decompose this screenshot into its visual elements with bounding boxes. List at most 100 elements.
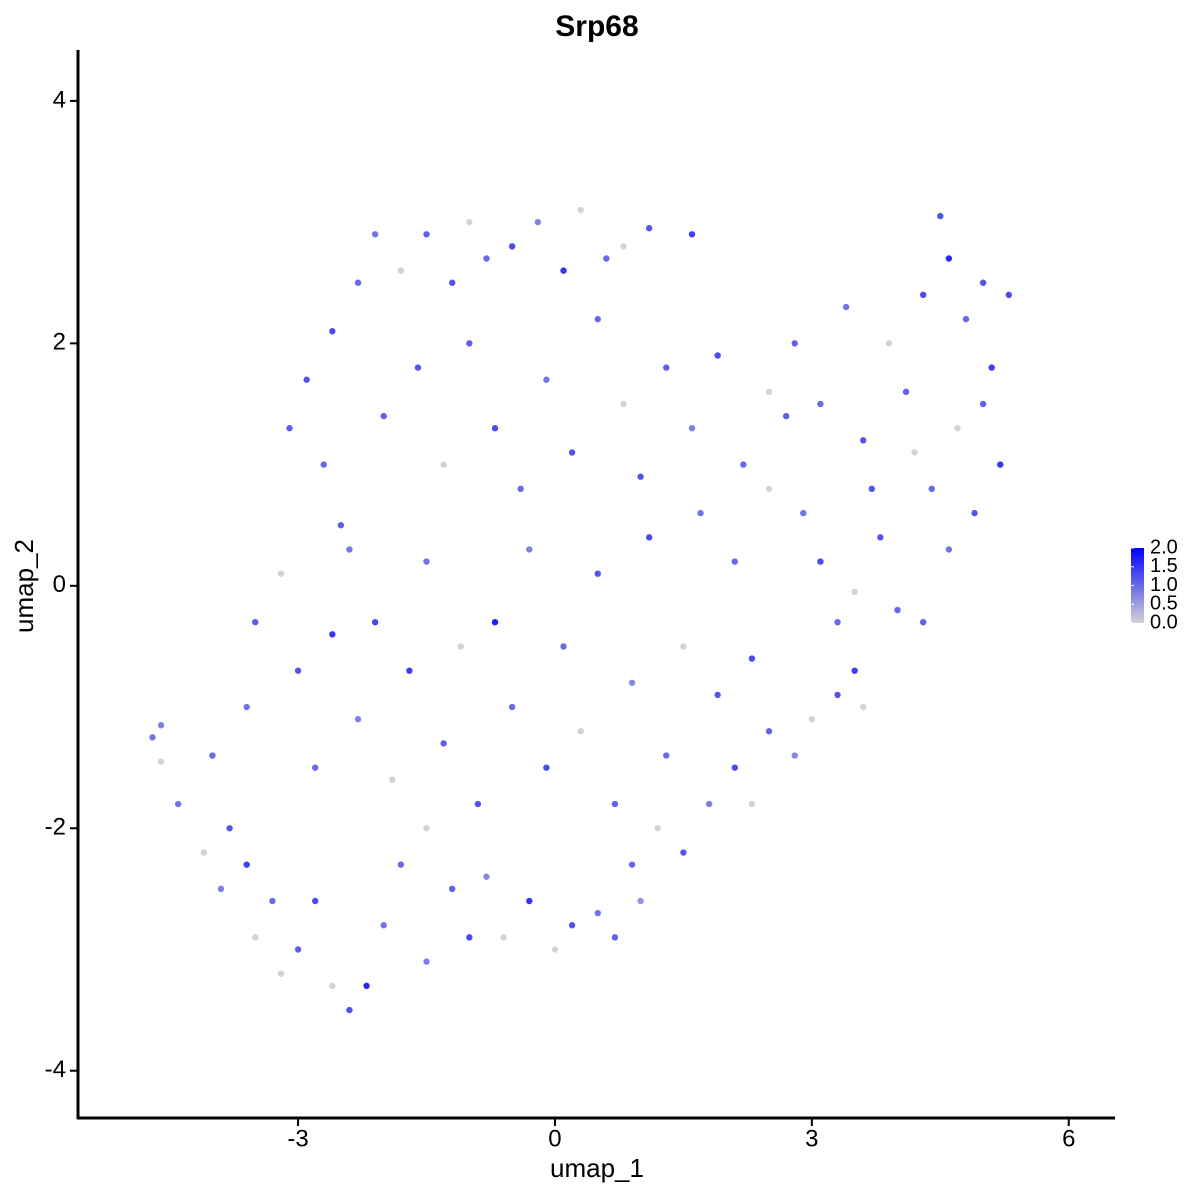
point: [423, 558, 430, 565]
point: [997, 461, 1004, 468]
point: [834, 691, 841, 699]
point: [380, 922, 387, 929]
point: [791, 340, 798, 347]
point: [337, 522, 345, 529]
point: [851, 667, 858, 674]
point: [919, 291, 927, 299]
point: [483, 873, 490, 880]
point: [397, 267, 405, 274]
point: [397, 861, 405, 868]
point: [414, 364, 422, 371]
point: [680, 643, 687, 650]
point: [611, 800, 619, 808]
point: [226, 825, 233, 832]
point: [560, 643, 567, 650]
point: [594, 315, 601, 323]
point: [252, 618, 259, 626]
y-tick-label: -4: [45, 1056, 66, 1083]
point: [294, 946, 302, 953]
point: [560, 267, 567, 274]
point: [800, 509, 807, 517]
point: [466, 218, 473, 226]
x-tick-label: 6: [1062, 1125, 1075, 1152]
point: [765, 388, 773, 396]
point: [868, 485, 876, 493]
point: [842, 303, 850, 311]
point: [466, 340, 473, 347]
point: [543, 764, 550, 771]
point: [568, 922, 576, 929]
y-tick-label: -2: [45, 814, 66, 841]
point: [979, 279, 987, 286]
point: [311, 764, 319, 771]
point: [423, 958, 430, 965]
point: [740, 461, 747, 468]
point: [354, 279, 362, 286]
point: [902, 388, 910, 396]
point: [988, 364, 995, 371]
point: [543, 376, 550, 383]
point: [945, 255, 953, 262]
point: [680, 849, 687, 856]
point: [508, 243, 516, 250]
point: [877, 534, 884, 541]
point: [860, 437, 867, 444]
point: [371, 618, 379, 626]
point: [329, 328, 336, 335]
y-tick-label: 2: [53, 329, 66, 356]
point: [491, 618, 499, 626]
colorbar-tick-label: 0.0: [1150, 611, 1178, 633]
point: [449, 885, 456, 893]
point: [269, 897, 276, 905]
y-tick-label: 4: [53, 86, 66, 113]
x-tick-label: 3: [805, 1125, 818, 1152]
point: [688, 231, 696, 238]
point: [371, 231, 379, 238]
point: [594, 909, 601, 917]
point: [200, 849, 208, 856]
point: [449, 279, 456, 286]
point: [834, 618, 841, 626]
point: [808, 715, 816, 723]
point: [526, 546, 533, 553]
x-axis-label: umap_1: [550, 1153, 644, 1183]
point: [594, 570, 601, 577]
point: [782, 412, 790, 420]
point: [765, 728, 773, 735]
point: [620, 400, 627, 408]
point: [851, 588, 858, 596]
chart-title: Srp68: [555, 10, 638, 43]
point: [354, 715, 362, 723]
point: [663, 364, 670, 371]
point: [380, 412, 387, 420]
point: [329, 982, 336, 990]
point: [329, 631, 336, 638]
colorbar-tick-label: 0.5: [1150, 593, 1178, 615]
point: [508, 703, 516, 711]
point: [971, 509, 978, 517]
point: [637, 473, 644, 480]
point: [620, 243, 627, 250]
point: [457, 643, 464, 650]
point: [534, 218, 542, 226]
point: [765, 485, 773, 493]
point: [466, 934, 473, 941]
point: [346, 1006, 353, 1014]
point: [568, 449, 576, 456]
point: [277, 970, 285, 977]
point: [645, 534, 653, 541]
colorbar-tick-label: 2.0: [1150, 536, 1178, 558]
point: [389, 776, 396, 783]
point: [243, 703, 250, 711]
colorbar-tick-label: 1.0: [1150, 574, 1178, 596]
point: [157, 722, 165, 729]
point: [919, 618, 927, 626]
point: [628, 679, 636, 686]
point: [440, 740, 447, 747]
point: [731, 764, 738, 771]
point: [174, 800, 182, 808]
point: [748, 800, 756, 808]
point: [654, 825, 661, 832]
point: [714, 352, 721, 359]
x-tick-label: -3: [287, 1125, 308, 1152]
